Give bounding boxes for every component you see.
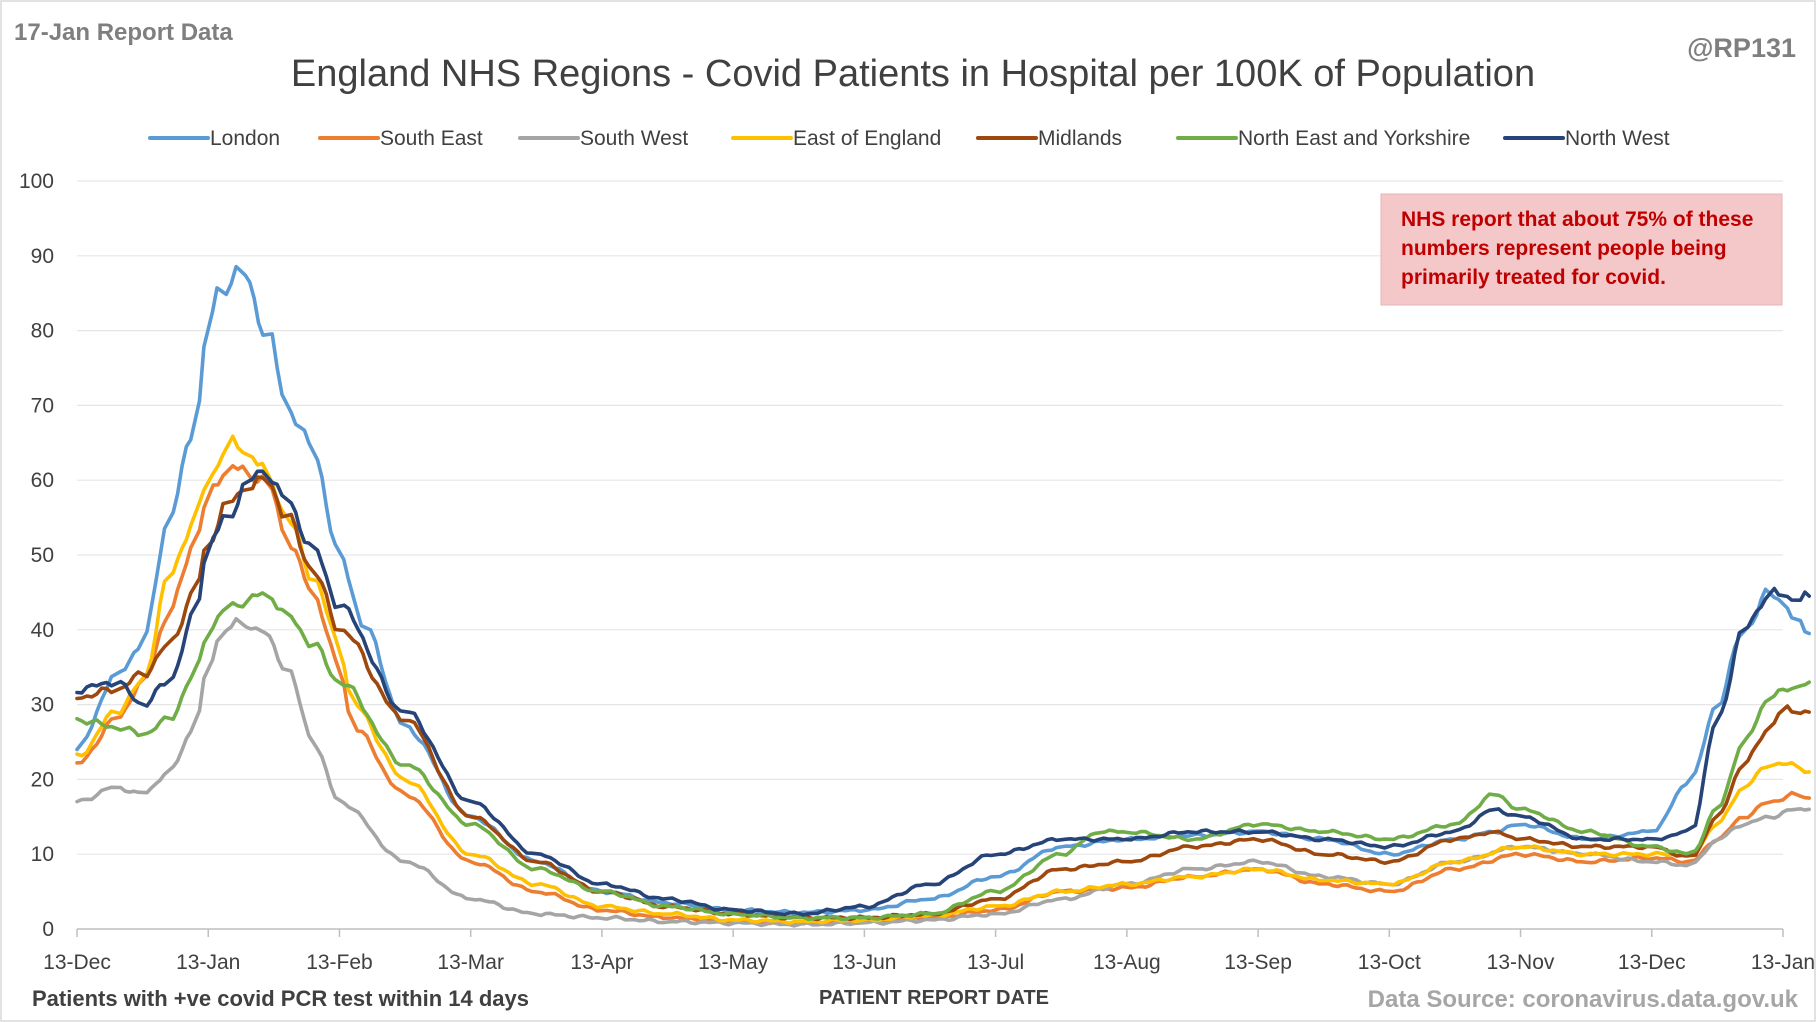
y-tick-label: 60 [31,469,54,492]
series-line-south-east [75,464,1811,926]
x-tick-label: 13-Oct [1358,951,1421,974]
y-tick-label: 90 [31,245,54,268]
y-axis-ticks: 0 10 20 30 40 50 60 70 80 90 100 [19,170,54,941]
y-tick-label: 50 [31,544,54,567]
y-tick-label: 10 [31,843,54,866]
annotation-box: NHS report that about 75% of these numbe… [1380,193,1783,306]
y-tick-label: 70 [31,394,54,417]
legend-item-london: London [148,127,280,150]
x-axis-title: PATIENT REPORT DATE [819,987,1049,1009]
report-label: 17-Jan Report Data [14,19,233,46]
legend-label: North East and Yorkshire [1238,127,1470,150]
gridlines [77,180,1783,930]
legend-item-east-of-england: East of England [731,127,941,150]
author-handle: @RP131 [1687,33,1796,63]
legend-item-north-east-and-yorkshire: North East and Yorkshire [1176,127,1470,150]
x-tick-label: 13-Nov [1487,951,1555,974]
legend-item-midlands: Midlands [976,127,1122,150]
x-tick-label: 13-Feb [306,951,373,974]
series-line-east-of-england [75,434,1811,926]
y-tick-label: 0 [42,918,54,941]
legend-label: South East [380,127,483,150]
x-axis-ticks: 13-Dec 13-Jan 13-Feb 13-Mar 13-Apr 13-May 13-J… [43,929,1815,974]
series-line-north-west [75,469,1811,917]
x-tick-label: 13-Jul [967,951,1024,974]
legend-label: North West [1565,127,1670,150]
y-tick-label: 20 [31,768,54,791]
legend-label: Midlands [1038,127,1122,150]
series-line-north-east-and-yorkshire [75,591,1811,922]
legend: London South East South West East of Englan… [148,127,1670,150]
y-tick-label: 40 [31,619,54,642]
chart-title: England NHS Regions - Covid Patients in … [291,53,1535,95]
data-source: Data Source: coronavirus.data.gov.uk [1368,986,1799,1013]
x-tick-label: 13-May [698,951,769,974]
x-tick-label: 13-Sep [1224,951,1292,974]
series-line-london [75,264,1811,916]
x-tick-label: 13-Dec [43,951,111,974]
legend-label: London [210,127,280,150]
x-tick-label: 13-Jan [176,951,240,974]
x-tick-label: 13-Dec [1618,951,1686,974]
series-line-midlands [75,475,1811,922]
legend-item-north-west: North West [1503,127,1670,150]
legend-item-south-east: South East [318,127,483,150]
series-lines [75,264,1811,928]
x-tick-label: 13-Apr [570,951,633,974]
annotation-line-1: NHS report that about 75% of these [1401,208,1753,231]
y-tick-label: 100 [19,170,54,193]
x-tick-label: 13-Jun [832,951,896,974]
footnote: Patients with +ve covid PCR test within … [32,986,529,1011]
annotation-line-2: numbers represent people being [1401,237,1727,260]
legend-item-south-west: South West [518,127,688,150]
legend-label: East of England [793,127,941,150]
y-tick-label: 30 [31,694,54,717]
x-tick-label: 13-Mar [437,951,504,974]
x-tick-label: 13-Aug [1093,951,1161,974]
legend-label: South West [580,127,688,150]
y-tick-label: 80 [31,320,54,343]
annotation-background [1380,193,1783,306]
annotation-line-3: primarily treated for covid. [1401,266,1666,289]
x-tick-label: 13-Jan [1751,951,1815,974]
